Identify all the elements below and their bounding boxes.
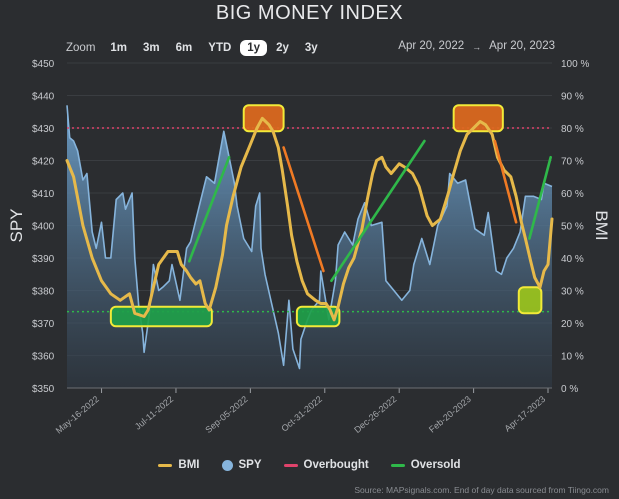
right-tick-label: 10 %: [561, 352, 584, 363]
annotation-trendlines: [187, 139, 552, 283]
x-tick-label: Sep-05-2022: [203, 394, 249, 435]
right-tick-label: 70 %: [561, 157, 584, 168]
right-tick-label: 30 %: [561, 287, 584, 298]
legend-item-overbought[interactable]: Overbought: [283, 459, 369, 471]
left-tick-label: $370: [32, 319, 55, 330]
legend-item-spy[interactable]: SPY: [221, 459, 262, 471]
left-tick-label: $420: [32, 157, 55, 168]
zoom-bar: Zoom 1m 3m 6m YTD 1y 2y 3y: [66, 39, 327, 57]
orange-trendline: [282, 146, 325, 273]
chart-title: BIG MONEY INDEX: [215, 2, 404, 24]
date-range: Apr 20, 2022 → Apr 20, 2023: [398, 40, 555, 54]
right-tick-label: 40 %: [561, 254, 584, 265]
right-tick-label: 0 %: [561, 384, 578, 395]
left-tick-label: $450: [32, 59, 55, 70]
green-trendline: [528, 155, 552, 240]
legend: BMI SPY Overbought Oversold: [0, 459, 619, 471]
x-tick-label: Feb-20-2023: [427, 394, 473, 435]
zoom-3m-button[interactable]: 3m: [143, 42, 160, 54]
x-tick-label: May-16-2022: [54, 394, 101, 436]
right-tick-label: 20 %: [561, 319, 584, 330]
right-tick-label: 50 %: [561, 222, 584, 233]
legend-label: SPY: [238, 459, 262, 471]
bmi-line: [65, 116, 554, 322]
left-tick-label: $440: [32, 92, 55, 103]
legend-label: Oversold: [410, 459, 461, 471]
x-tick-label: Apr-17-2023: [503, 394, 548, 434]
spy-area: [67, 105, 552, 389]
zoom-1m-button[interactable]: 1m: [110, 42, 128, 54]
zoom-1y-button[interactable]: 1y: [240, 40, 268, 56]
overbought-swatch-icon: [283, 463, 298, 467]
orange-trendline: [493, 139, 518, 224]
x-tick-label: Oct-31-2022: [279, 394, 324, 434]
zoom-3y-button[interactable]: 3y: [304, 42, 318, 54]
zoom-label: Zoom: [66, 42, 96, 54]
green-zone-box: [295, 305, 341, 328]
green-zone-box: [109, 305, 213, 328]
annotation-boxes: [109, 104, 543, 328]
right-tick-label: 80 %: [561, 124, 584, 135]
range-arrow-icon: →: [472, 42, 482, 52]
x-tick-label: Dec-26-2022: [352, 394, 398, 435]
source-note: Source: MAPsignals.com. End of day data …: [354, 485, 609, 495]
orange-zone-box: [452, 104, 504, 133]
x-tick-label: Jul-11-2022: [133, 394, 175, 432]
green-trendline: [187, 155, 231, 263]
legend-label: BMI: [178, 459, 200, 471]
range-to-date[interactable]: Apr 20, 2023: [489, 40, 555, 52]
left-tick-label: $410: [32, 189, 55, 200]
range-from-date[interactable]: Apr 20, 2022: [398, 40, 465, 52]
legend-label: Overbought: [303, 459, 369, 471]
left-tick-label: $390: [32, 254, 55, 265]
oversold-swatch-icon: [390, 463, 405, 467]
left-tick-label: $380: [32, 287, 55, 298]
right-tick-label: 60 %: [561, 189, 584, 200]
spy-line: [66, 105, 553, 370]
right-tick-label: 90 %: [561, 92, 584, 103]
left-axis-title: SPY: [7, 208, 26, 242]
spy-series: [66, 105, 553, 389]
zoom-ytd-button[interactable]: YTD: [208, 42, 232, 54]
legend-item-oversold[interactable]: Oversold: [390, 459, 461, 471]
lime-zone-box: [517, 286, 543, 315]
left-tick-label: $430: [32, 124, 55, 135]
green-trendline: [330, 139, 426, 283]
legend-item-bmi[interactable]: BMI: [158, 459, 200, 471]
bmi-swatch-icon: [158, 463, 173, 467]
left-tick-label: $350: [32, 384, 55, 395]
left-tick-label: $400: [32, 222, 55, 233]
zoom-6m-button[interactable]: 6m: [175, 42, 193, 54]
zoom-2y-button[interactable]: 2y: [276, 42, 289, 54]
right-tick-label: 100 %: [561, 59, 589, 70]
left-tick-label: $360: [32, 352, 55, 363]
right-axis-title: BMI: [592, 210, 611, 240]
spy-swatch-icon: [221, 459, 233, 471]
bmi-series: [65, 116, 554, 322]
